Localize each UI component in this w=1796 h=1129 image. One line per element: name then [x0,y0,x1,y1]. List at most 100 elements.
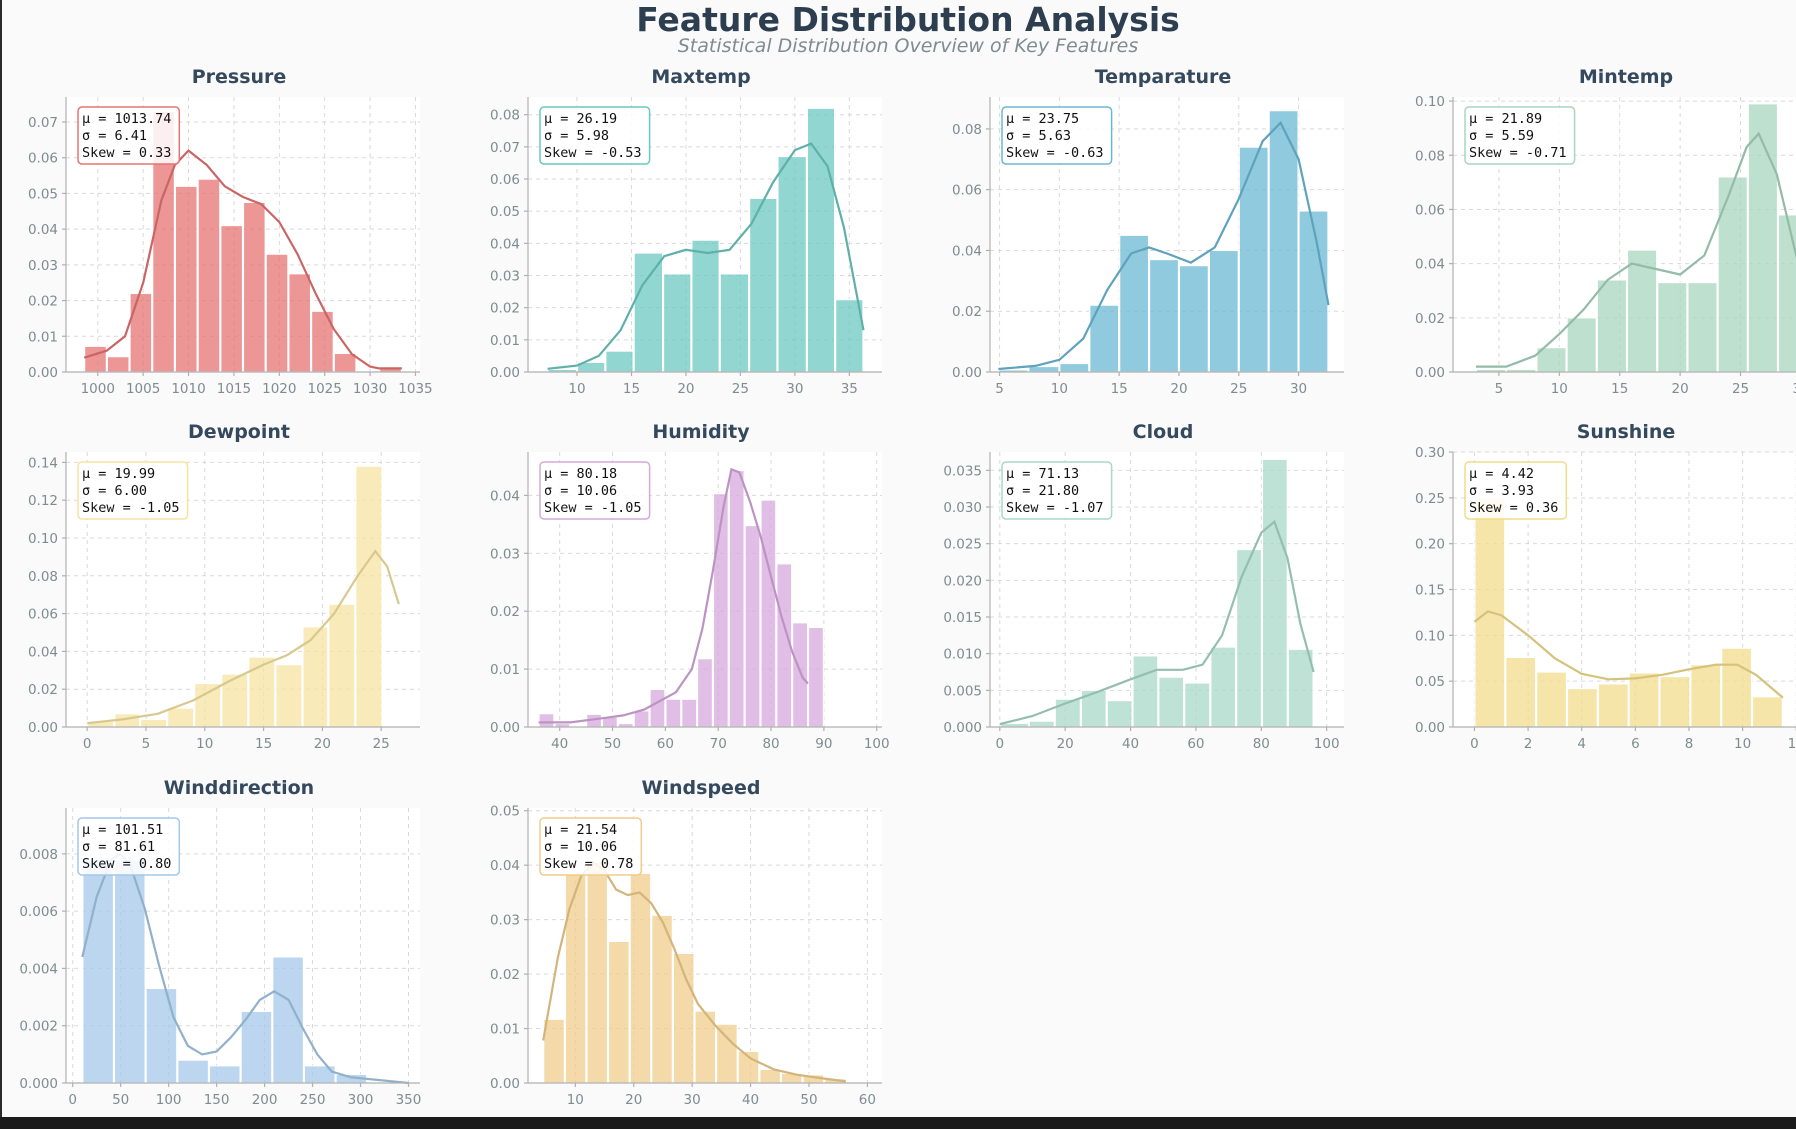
y-tick-label: 0.03 [490,546,520,562]
stats-line: Skew = -1.05 [82,500,180,516]
y-tick-label: 0.07 [28,115,58,131]
histogram-bar [715,1023,738,1084]
histogram-bar [633,252,664,373]
histogram-bar [1158,676,1185,728]
panel-title: Dewpoint [188,421,290,443]
panel-cloud: 0.000 0.005 0.010 0.015 0.020 0.025 0.030 0.035… [943,421,1344,752]
histogram-bar [1597,683,1629,728]
histogram-bar [1184,682,1211,728]
stats-line: σ = 10.06 [544,483,617,499]
y-tick-label: 0.08 [1415,148,1445,164]
stats-line: Skew = 0.33 [82,145,171,161]
stats-box [539,106,651,165]
histogram-bar [208,1065,241,1084]
y-tick-label: 0.02 [1415,311,1445,327]
histogram-bar [806,107,836,373]
y-tick-label: 0.05 [490,804,520,820]
histogram-bar [248,656,276,728]
stats-line: σ = 6.00 [82,483,147,499]
histogram-bar [792,622,809,728]
y-tick-label: 0.005 [943,683,982,699]
stats-line: σ = 6.41 [82,128,147,144]
stats-box [539,817,643,876]
histogram-bar [288,273,312,373]
y-tick-label: 0.01 [28,329,58,345]
x-tick-label: 80 [762,736,779,752]
histogram-bar [607,940,630,1084]
x-tick-label: 40 [551,736,568,752]
x-tick-label: 5 [1495,381,1504,397]
stats-line: Skew = 0.80 [82,856,171,872]
histogram-bar [719,273,750,373]
y-tick-label: 0.03 [28,258,58,274]
histogram-bar [543,1018,565,1084]
y-tick-label: 0.06 [490,172,520,188]
histogram-bar [1208,249,1239,373]
y-tick-label: 0.04 [952,243,982,259]
histogram-bar [82,858,115,1084]
histogram-bar [1659,675,1691,728]
stats-box [1001,106,1113,165]
histogram-bar [665,698,682,728]
histogram-bar [633,710,650,728]
histogram-bar [139,718,168,728]
histogram-bar [1657,281,1688,373]
histogram-bar [1268,110,1299,373]
histogram-bar [807,626,824,728]
panel-maxtemp: 0.00 0.01 0.02 0.03 0.04 0.05 0.06 0.07 0.08 10 15… [490,66,882,397]
x-tick-label: 60 [657,736,674,752]
stats-line: σ = 81.61 [82,839,155,855]
stats-line: μ = 21.89 [1469,111,1542,127]
y-tick-label: 0.04 [490,488,520,504]
x-tick-label: 100 [1314,736,1340,752]
kde-curve [1476,131,1796,368]
y-tick-label: 0.00 [490,1076,520,1092]
y-tick-label: 0.006 [19,904,58,920]
stats-line: Skew = -0.71 [1469,145,1567,161]
stats-line: σ = 21.80 [1006,483,1079,499]
kde-curve [538,467,809,724]
x-tick-label: 300 [348,1092,374,1108]
x-tick-label: 1015 [217,381,251,397]
y-tick-label: 0.00 [490,365,520,381]
y-tick-label: 0.01 [490,662,520,678]
histogram-bar [777,155,807,373]
x-tick-label: 90 [815,736,832,752]
y-tick-label: 0.010 [943,647,982,663]
histogram-bar [275,664,303,728]
panel-temparature: 0.00 0.02 0.04 0.06 0.08 5 10 15 20 25 30 Temparatu… [952,66,1344,397]
x-tick-label: 25 [732,381,749,397]
x-tick-label: 15 [623,381,640,397]
x-tick-label: 0 [996,736,1005,752]
histogram-bar [662,273,692,373]
histogram-bar [749,197,778,373]
stats-box [1464,461,1568,520]
y-tick-label: 0.008 [19,847,58,863]
y-tick-label: 0.03 [490,269,520,285]
stats-box [539,461,651,520]
y-tick-label: 0.10 [1415,628,1445,644]
x-tick-label: 30 [1792,381,1796,397]
panel-title: Humidity [652,421,750,443]
stats-line: Skew = -0.63 [1006,145,1104,161]
x-tick-label: 25 [1732,381,1749,397]
x-tick-label: 15 [1111,381,1128,397]
x-tick-label: 35 [841,381,858,397]
y-tick-label: 0.02 [28,294,58,310]
x-tick-label: 20 [314,736,331,752]
histogram-bar [240,1010,273,1084]
histogram-bar [1626,249,1658,373]
kde-curve [87,549,400,725]
x-tick-label: 1000 [81,381,115,397]
histogram-bar [84,345,107,373]
kde-curve [547,142,865,370]
x-tick-label: 20 [1170,381,1187,397]
window-bottom-bar [0,1117,1796,1129]
y-tick-label: 0.00 [1415,720,1445,736]
histogram-bar [1628,672,1660,728]
x-tick-label: 10 [567,1092,584,1108]
histogram-bar [538,713,555,728]
histogram-bar [1721,647,1753,728]
stats-line: μ = 26.19 [544,111,617,127]
